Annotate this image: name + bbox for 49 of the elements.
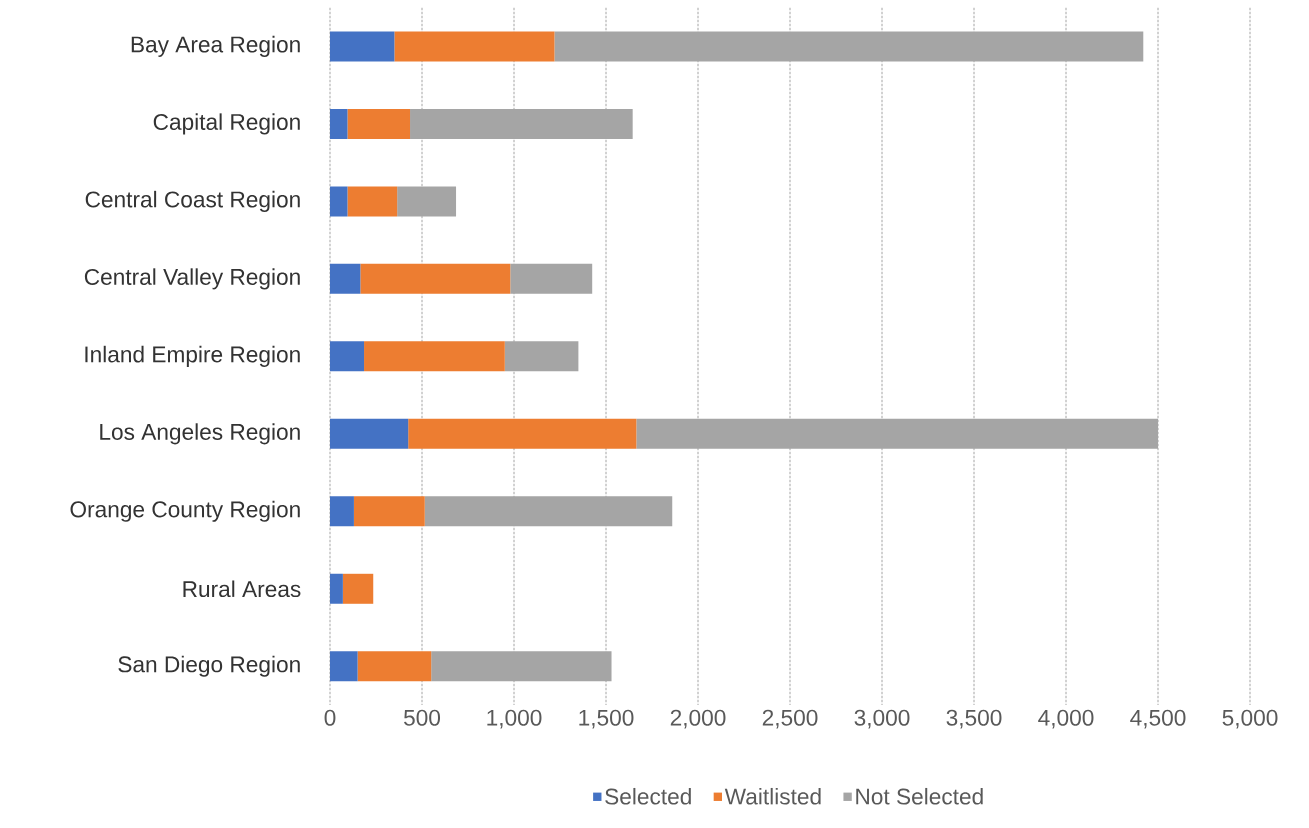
- y-tick-label: Rural Areas: [183, 580, 301, 598]
- bar: [554, 31, 1144, 62]
- bar: [353, 496, 425, 527]
- bar: [330, 31, 395, 62]
- bar: [410, 108, 633, 139]
- x-tick-label: 3,000: [854, 709, 910, 729]
- bar: [510, 263, 593, 294]
- x-tick-label: 5,000: [1222, 709, 1278, 729]
- x-tick-label: 0: [324, 709, 336, 726]
- bar: [431, 651, 612, 682]
- x-tick-label: 2,500: [762, 709, 818, 729]
- bar: [424, 496, 673, 527]
- x-tick-label: 1,000: [487, 709, 542, 729]
- bar: [330, 108, 348, 139]
- x-tick-label: 4,000: [1038, 709, 1094, 729]
- bar: [330, 341, 365, 372]
- bar: [330, 651, 358, 682]
- y-tick-label: Bay Area Region: [131, 35, 300, 57]
- x-tick-label: 3,500: [946, 709, 1002, 729]
- bar: [504, 341, 579, 372]
- bar: [364, 341, 505, 372]
- x-tick-label: 1,500: [579, 709, 634, 729]
- bar: [360, 263, 511, 294]
- bar: [636, 418, 1158, 449]
- legend-label: Waitlisted: [724, 787, 821, 805]
- bar: [408, 418, 637, 449]
- y-tick-label: Central Valley Region: [84, 268, 300, 290]
- legend-label: Not Selected: [856, 787, 983, 805]
- bar: [347, 186, 398, 217]
- bar: [330, 418, 409, 449]
- y-tick-label: Los Angeles Region: [100, 423, 300, 445]
- y-tick-label: San Diego Region: [118, 655, 300, 677]
- y-tick-label: Orange County Region: [70, 500, 300, 522]
- bar: [330, 263, 361, 294]
- bar: [342, 573, 374, 604]
- y-tick-label: Central Coast Region: [85, 190, 300, 212]
- bar: [330, 496, 354, 527]
- bar: [394, 31, 555, 62]
- x-tick-label: 500: [403, 709, 441, 726]
- x-tick-label: 2,000: [670, 709, 726, 729]
- bar: [330, 186, 348, 217]
- y-tick-label: Inland Empire Region: [85, 345, 300, 367]
- bar: [347, 108, 411, 139]
- bar: [330, 573, 343, 604]
- legend-label: Selected: [605, 787, 691, 805]
- y-tick-label: Capital Region: [153, 113, 300, 135]
- bar: [357, 651, 432, 682]
- bar: [397, 186, 457, 217]
- x-tick-label: 4,500: [1130, 709, 1186, 729]
